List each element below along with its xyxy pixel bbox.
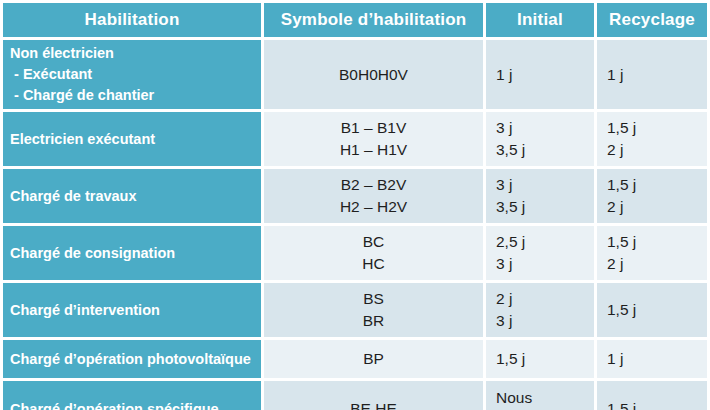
initial-cell: 3 j 3,5 j xyxy=(486,169,594,223)
table-header-row: Habilitation Symbole d’habilitation Init… xyxy=(3,3,707,37)
initial-cell: 2,5 j 3 j xyxy=(486,226,594,280)
table-row: Chargé de consignation BC HC 2,5 j 3 j 1… xyxy=(3,226,707,280)
initial-cell: 3 j 3,5 j xyxy=(486,112,594,166)
initial-cell: 1 j xyxy=(486,40,594,109)
recyclage-cell: 1,5 j xyxy=(597,381,707,410)
habilitation-cell: Chargé de consignation xyxy=(3,226,261,280)
initial-cell: 1,5 j xyxy=(486,340,594,378)
symbole-cell: B1 – B1V H1 – H1V xyxy=(264,112,483,166)
table-row: Non électricien - Exécutant - Chargé de … xyxy=(3,40,707,109)
recyclage-cell: 1 j xyxy=(597,340,707,378)
recyclage-cell: 1,5 j xyxy=(597,283,707,337)
recyclage-cell: 1 j xyxy=(597,40,707,109)
table-row: Electricien exécutant B1 – B1V H1 – H1V … xyxy=(3,112,707,166)
habilitation-table-page: Habilitation Symbole d’habilitation Init… xyxy=(0,0,710,410)
table-row: Chargé d’intervention BS BR 2 j 3 j 1,5 … xyxy=(3,283,707,337)
habilitation-cell: Chargé d’opération photovoltaïque xyxy=(3,340,261,378)
habilitation-table: Habilitation Symbole d’habilitation Init… xyxy=(0,0,710,410)
recyclage-cell: 1,5 j 2 j xyxy=(597,226,707,280)
habilitation-cell: Electricien exécutant xyxy=(3,112,261,166)
habilitation-cell: Non électricien - Exécutant - Chargé de … xyxy=(3,40,261,109)
symbole-cell: BE HE xyxy=(264,381,483,410)
table-row: Chargé d’opération photovoltaïque BP 1,5… xyxy=(3,340,707,378)
table-row: Chargé d’opération spécifique BE HE Nous… xyxy=(3,381,707,410)
symbole-cell: B0H0H0V xyxy=(264,40,483,109)
habilitation-cell: Chargé d’opération spécifique xyxy=(3,381,261,410)
initial-cell: Nous consulter xyxy=(486,381,594,410)
symbole-cell: BC HC xyxy=(264,226,483,280)
initial-cell: 2 j 3 j xyxy=(486,283,594,337)
habilitation-cell: Chargé de travaux xyxy=(3,169,261,223)
column-header-habilitation: Habilitation xyxy=(3,3,261,37)
symbole-cell: BP xyxy=(264,340,483,378)
recyclage-cell: 1,5 j 2 j xyxy=(597,169,707,223)
symbole-cell: B2 – B2V H2 – H2V xyxy=(264,169,483,223)
symbole-cell: BS BR xyxy=(264,283,483,337)
column-header-recyclage: Recyclage xyxy=(597,3,707,37)
column-header-symbole: Symbole d’habilitation xyxy=(264,3,483,37)
column-header-initial: Initial xyxy=(486,3,594,37)
habilitation-cell: Chargé d’intervention xyxy=(3,283,261,337)
recyclage-cell: 1,5 j 2 j xyxy=(597,112,707,166)
table-row: Chargé de travaux B2 – B2V H2 – H2V 3 j … xyxy=(3,169,707,223)
